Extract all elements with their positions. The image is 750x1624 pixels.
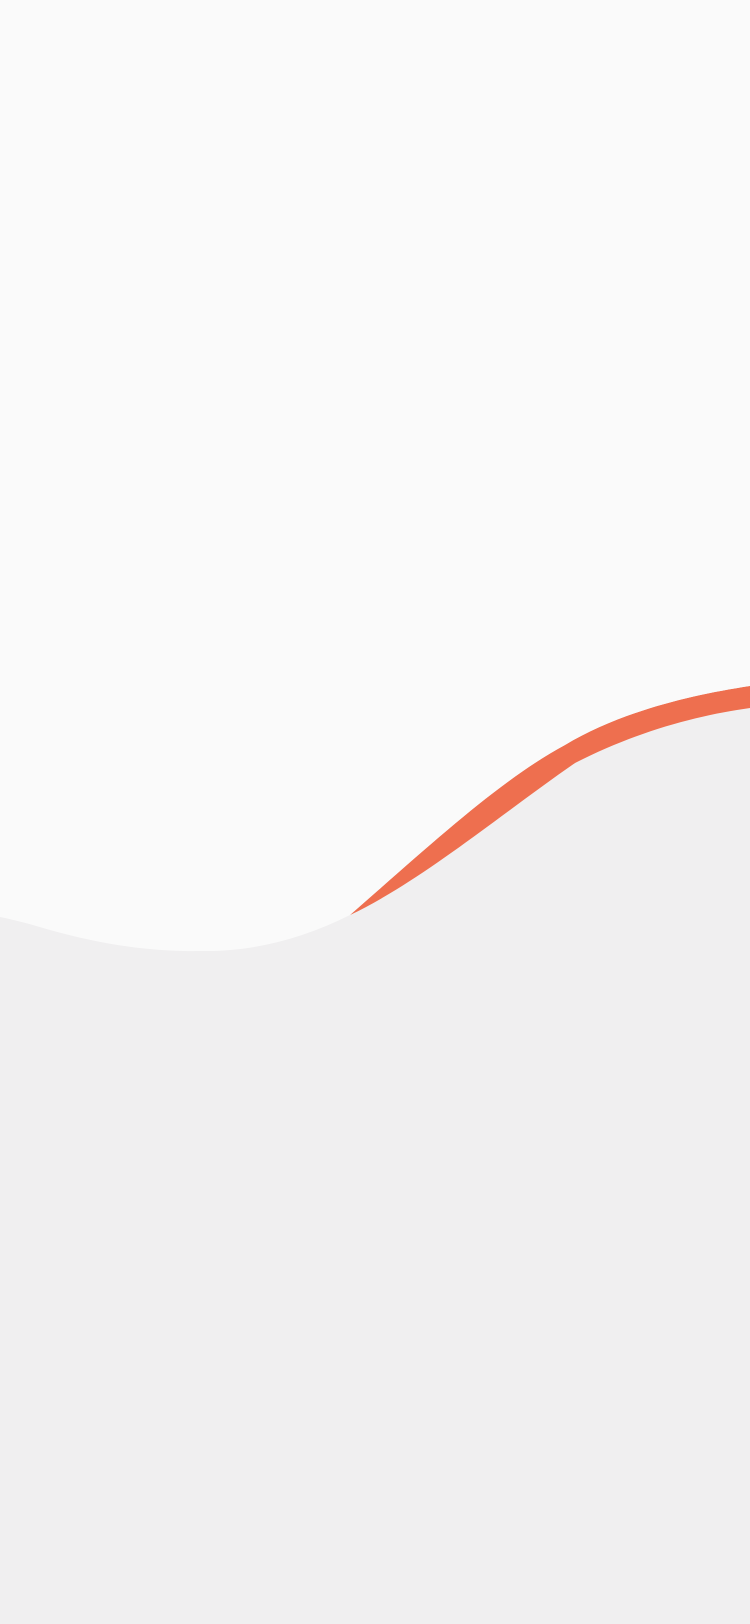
wave-header <box>0 0 750 952</box>
wave-accent-band <box>350 686 750 915</box>
